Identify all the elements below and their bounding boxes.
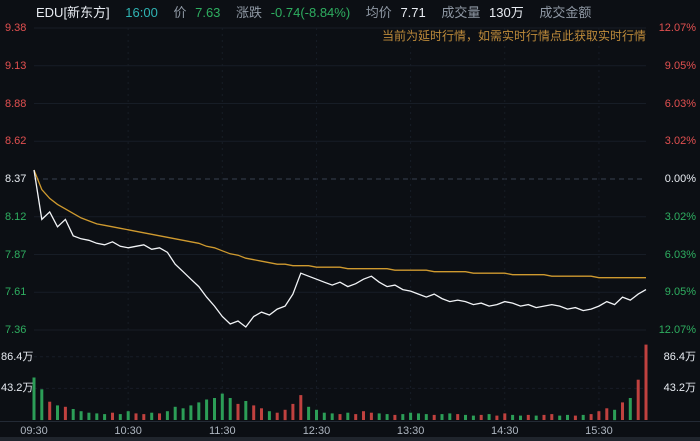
time-axis-label: 11:30: [208, 425, 236, 437]
percent-axis-label: 12.07%: [658, 22, 696, 34]
volume-axis-label: 86.4万: [663, 350, 696, 363]
price-axis-label: 7.36: [5, 324, 27, 336]
time-axis-label: 13:30: [396, 425, 425, 437]
price-axis-label: 8.37: [5, 173, 27, 185]
volume-axis-label: 43.2万: [663, 382, 696, 395]
price-axis-label: 7.61: [5, 286, 27, 299]
time-axis-label: 15:30: [585, 425, 613, 437]
price-axis-label: 8.62: [5, 135, 27, 148]
change-value: -0.74(-8.84%): [270, 5, 351, 20]
turnover-label: 成交金额: [539, 5, 592, 20]
quote-time: 16:00: [125, 5, 158, 20]
price-axis-label: 9.38: [5, 22, 27, 34]
stock-symbol: EDU[新东方]: [36, 5, 110, 20]
percent-axis-label: 6.03%: [664, 248, 696, 261]
price-axis-label: 7.87: [5, 248, 27, 261]
last-price: 7.63: [195, 5, 221, 20]
time-axis-label: 09:30: [20, 425, 48, 437]
time-axis-label: 12:30: [302, 425, 331, 437]
percent-axis-label: 9.05%: [664, 59, 696, 72]
time-axis-label: 14:30: [491, 425, 519, 437]
change-label: 涨跌: [236, 5, 263, 20]
volume-label: 成交量: [441, 5, 481, 20]
avg-price-label: 均价: [365, 5, 392, 20]
percent-axis-label: 0.00%: [664, 173, 696, 185]
volume-value: 130万: [489, 5, 524, 20]
percent-axis-label: 3.02%: [664, 210, 696, 223]
percent-axis-label: 12.07%: [658, 324, 696, 336]
percent-axis-label: 9.05%: [664, 286, 696, 299]
time-axis-label: 10:30: [114, 425, 142, 437]
avg-price-value: 7.71: [400, 5, 426, 20]
price-axis-label: 8.88: [5, 97, 27, 110]
percent-axis-label: 6.03%: [664, 97, 696, 110]
price-label: 价: [173, 5, 187, 20]
percent-axis-label: 3.02%: [664, 135, 696, 148]
volume-axis-label: 86.4万: [1, 350, 34, 363]
volume-axis-label: 43.2万: [1, 382, 34, 395]
price-axis-label: 9.13: [5, 59, 27, 72]
price-axis-label: 8.12: [5, 210, 27, 223]
bottom-divider: [0, 437, 700, 441]
quote-header: EDU[新东方] 16:00 价 7.63 涨跌 -0.74(-8.84%) 均…: [36, 4, 596, 21]
delayed-quote-notice[interactable]: 当前为延时行情，如需实时行情点此获取实时行情: [381, 29, 646, 43]
